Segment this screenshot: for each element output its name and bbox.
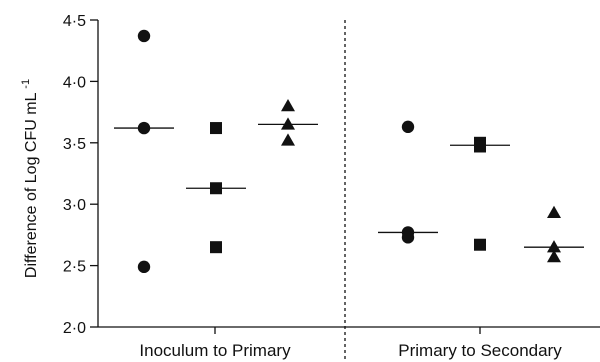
y-axis-title-superscript: -1: [20, 79, 32, 89]
triangle-point: [281, 98, 295, 112]
square-point: [210, 122, 222, 135]
triangle-point: [547, 205, 561, 219]
data-points: [137, 29, 561, 274]
triangle-point: [547, 240, 561, 253]
triangle-point: [281, 117, 295, 130]
circle-point: [401, 231, 415, 244]
y-tick-label: 4·0: [63, 74, 86, 91]
y-tick-label: 3·0: [63, 197, 86, 214]
y-tick-label: 2·0: [63, 320, 86, 337]
triangle-point: [281, 133, 295, 146]
y-tick-label: 2·5: [63, 259, 86, 276]
circle-point: [401, 120, 415, 134]
triangle-point: [547, 250, 561, 263]
x-category-labels: Inoculum to Primary Primary to Secondary: [139, 327, 562, 360]
circle-point: [137, 121, 151, 135]
x-category-label: Primary to Secondary: [398, 341, 562, 360]
y-ticks: 2·0 2·5 3·0 3·5 4·0 4·5: [63, 13, 98, 337]
y-tick-label: 3·5: [63, 136, 86, 153]
y-axis-title-text: Difference of Log CFU mL: [23, 92, 40, 278]
circle-point: [137, 29, 151, 43]
square-point: [474, 140, 486, 153]
median-lines: [114, 123, 584, 248]
x-category-label: Inoculum to Primary: [139, 341, 291, 360]
y-tick-label: 4·5: [63, 13, 86, 30]
square-point: [210, 182, 222, 195]
y-axis-title: Difference of Log CFU mL -1: [20, 79, 40, 278]
square-point: [210, 241, 222, 254]
axes: [97, 20, 600, 362]
circle-point: [137, 260, 151, 274]
square-point: [474, 238, 486, 251]
